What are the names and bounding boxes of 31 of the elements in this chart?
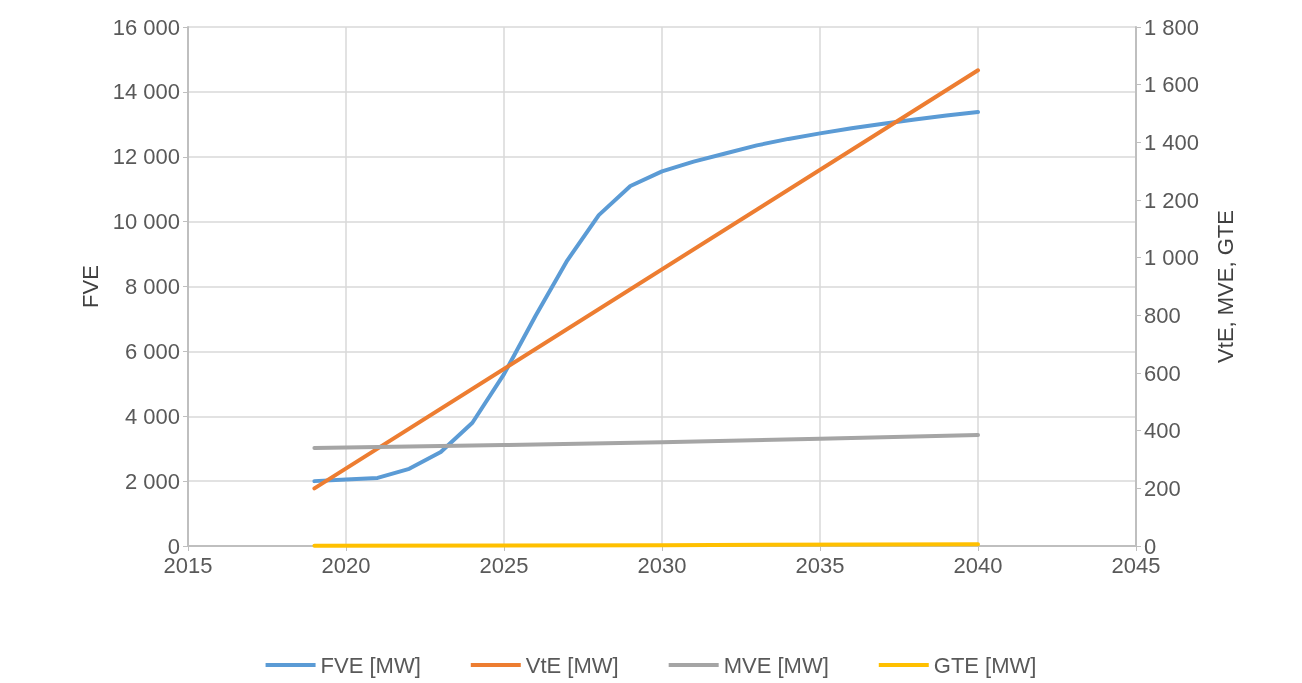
y2-tick-label: 1 200: [1144, 187, 1200, 213]
x-tick-label: 2020: [321, 552, 371, 578]
y2-tick-label: 0: [1144, 533, 1157, 559]
y-axis-title: FVE: [78, 265, 104, 308]
y2-tick-label: 1 800: [1144, 14, 1200, 40]
y2-tick-label: 1 400: [1144, 129, 1200, 155]
y2-tick-label: 800: [1144, 302, 1181, 328]
y-tick-label: 8 000: [124, 274, 180, 299]
y2-tick-label: 1 600: [1144, 72, 1200, 98]
legend-label: MVE [MW]: [723, 652, 829, 678]
line-series: [312, 432, 980, 450]
y-tick-label: 2 000: [124, 468, 180, 494]
x-tick-label: 2030: [637, 552, 687, 578]
y2-tick-label: 1 000: [1144, 245, 1200, 271]
y-tick-label: 14 000: [112, 79, 180, 105]
y-tick-label: 4 000: [124, 403, 180, 429]
y2-tick-label: 400: [1144, 418, 1181, 444]
y2-tick-label: 600: [1144, 360, 1181, 386]
y-tick-label: 16 000: [112, 14, 180, 40]
legend-label: FVE [MW]: [320, 652, 421, 678]
x-tick-label: 2025: [479, 552, 529, 578]
legend-label: VtE [MW]: [525, 652, 619, 678]
y-tick-label: 6 000: [124, 338, 180, 364]
x-tick-label: 2035: [795, 552, 845, 578]
y-tick-label: 12 000: [112, 144, 180, 170]
x-tick-label: 2040: [953, 552, 1003, 578]
y2-tick-label: 200: [1144, 475, 1181, 501]
y-tick-label: 0: [167, 533, 180, 559]
y-tick-label: 10 000: [112, 209, 180, 235]
y2-axis-title: VtE, MVE, GTE: [1212, 210, 1238, 363]
legend-label: GTE [MW]: [933, 652, 1037, 678]
